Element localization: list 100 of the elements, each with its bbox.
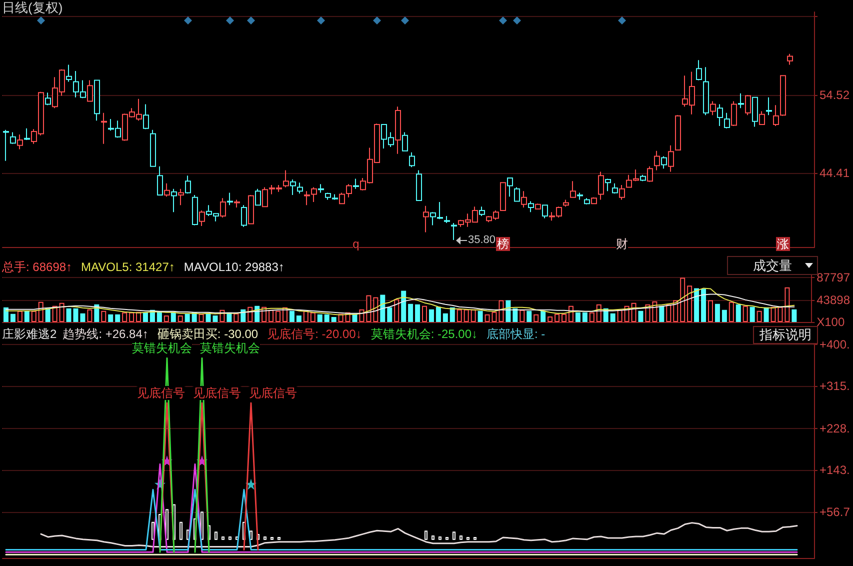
candlestick: [444, 215, 450, 224]
bar: [228, 536, 232, 540]
bar: [129, 312, 134, 322]
bar: [178, 315, 183, 322]
bar: [373, 297, 378, 322]
bar: [478, 310, 483, 322]
candlestick: [451, 222, 457, 241]
bar: [456, 309, 462, 322]
bar: [264, 536, 266, 540]
bar: [184, 314, 190, 322]
bar: [589, 312, 594, 322]
bar: [554, 314, 560, 322]
y-tick-label: +228.: [820, 421, 850, 436]
bar: [408, 304, 414, 322]
bar: [701, 288, 706, 322]
bar: [756, 310, 762, 322]
bar: [317, 314, 322, 322]
dropdown: 成交量: [727, 256, 818, 275]
bar: [659, 306, 664, 322]
bar: [394, 299, 400, 322]
bar: [687, 286, 692, 322]
bar: [764, 307, 769, 322]
bar: [122, 312, 128, 322]
bar: [714, 304, 720, 322]
candlestick: [766, 96, 772, 116]
bar: [792, 309, 797, 322]
bar: [222, 536, 224, 540]
bar: [512, 308, 518, 322]
annotation: 财: [616, 237, 628, 251]
bar: [582, 312, 588, 322]
bar: [303, 310, 308, 322]
bar: [387, 307, 392, 322]
bar: [198, 314, 204, 322]
bar: [464, 309, 469, 322]
candlestick: [787, 53, 793, 66]
y-tick-label: +143.: [820, 463, 850, 478]
bar: [108, 314, 114, 322]
bar: [240, 309, 246, 322]
bar: [784, 287, 790, 322]
bar: [101, 310, 106, 322]
bar: [540, 310, 546, 322]
bar: [450, 307, 455, 322]
candlestick: [3, 129, 9, 162]
bar: [45, 308, 50, 322]
line-series: [5, 294, 795, 314]
bar: [17, 310, 22, 322]
bar: [534, 314, 539, 322]
annotation: q: [352, 237, 360, 251]
candlestick: [409, 152, 415, 168]
y-tick-label: +315.: [820, 378, 850, 393]
bar: [52, 306, 58, 322]
bar: [276, 310, 281, 322]
bar: [310, 312, 316, 322]
bar: [617, 310, 622, 322]
bar: [142, 312, 148, 322]
bar: [484, 314, 490, 322]
text: 趋势线: +26.84↑: [62, 327, 148, 341]
bar: [401, 290, 406, 322]
annotation: 莫错失机会: [132, 341, 192, 356]
text: MAVOL10: 29883↑: [184, 260, 284, 274]
bar: [548, 316, 553, 322]
candlestick: [696, 60, 702, 81]
bar: [575, 312, 580, 322]
annotation: 涨: [776, 237, 790, 251]
candlestick: [780, 75, 786, 116]
bar: [460, 536, 462, 540]
chart-title: 日线(复权): [2, 0, 63, 15]
bar: [115, 314, 120, 322]
bar: [424, 530, 428, 540]
bar: [268, 310, 274, 322]
bar: [436, 306, 441, 322]
legend-label: 底部快显: -: [486, 327, 546, 341]
text: 总手: 68698↑: [2, 260, 72, 274]
bar: [610, 313, 616, 322]
candlestick: [773, 104, 779, 127]
candlestick: [150, 129, 156, 167]
y-tick-label: +400.: [820, 337, 850, 352]
bar: [331, 316, 336, 322]
bar: [296, 315, 302, 322]
bar: [728, 302, 734, 322]
bar: [200, 512, 204, 540]
text: 莫错失机会: -25.00↓: [370, 327, 478, 341]
bar: [526, 310, 532, 322]
bar: [59, 302, 64, 322]
annotation: 见底信号: [137, 386, 185, 400]
bar: [680, 278, 686, 322]
candlestick: [297, 182, 303, 194]
candlestick: [416, 170, 422, 201]
bar: [234, 313, 239, 322]
bar: [722, 310, 727, 322]
candlestick: [563, 199, 569, 208]
bar: [415, 304, 420, 322]
annotation: 见底信号: [193, 386, 241, 400]
bar: [80, 313, 86, 322]
bar: [214, 532, 218, 540]
bar: [366, 295, 372, 322]
y-tick-label: 54.52: [820, 88, 850, 102]
bar: [422, 306, 428, 322]
annotation: 见底信号: [249, 386, 297, 400]
bar: [170, 312, 176, 322]
